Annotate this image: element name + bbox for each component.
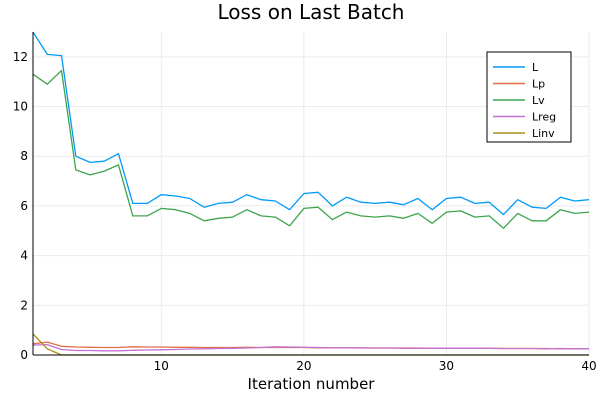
y-tick-label: 8 xyxy=(20,149,28,163)
y-tick-label: 12 xyxy=(13,50,28,64)
legend-label-lp: Lp xyxy=(532,78,545,91)
y-tick-label: 4 xyxy=(20,249,28,263)
series-line-l xyxy=(32,31,590,216)
axes xyxy=(32,32,589,356)
legend-label-linv: Linv xyxy=(532,127,555,140)
y-tick-label: 10 xyxy=(13,100,28,114)
legend-box xyxy=(486,51,572,143)
chart-title: Loss on Last Batch xyxy=(217,0,404,24)
y-tick-label: 0 xyxy=(20,348,28,362)
legend: L Lp Lv Lreg Linv xyxy=(486,51,572,143)
legend-label-lv: Lv xyxy=(532,94,545,107)
x-tick-label: 20 xyxy=(296,359,311,373)
x-tick-labels: 10 20 30 40 xyxy=(154,359,597,373)
x-tick-label: 30 xyxy=(439,359,454,373)
series-line-linv xyxy=(32,333,589,356)
legend-label-l: L xyxy=(532,61,539,74)
x-tick-label: 40 xyxy=(581,359,596,373)
legend-label-lreg: Lreg xyxy=(532,111,556,124)
y-tick-labels: 0 2 4 6 8 10 12 xyxy=(13,50,28,362)
x-axis-label: Iteration number xyxy=(248,375,376,393)
series-line-lreg xyxy=(32,343,589,352)
y-tick-label: 2 xyxy=(20,298,28,312)
series-line-lv xyxy=(32,69,590,229)
y-tick-label: 6 xyxy=(20,199,28,213)
x-tick-label: 10 xyxy=(154,359,169,373)
